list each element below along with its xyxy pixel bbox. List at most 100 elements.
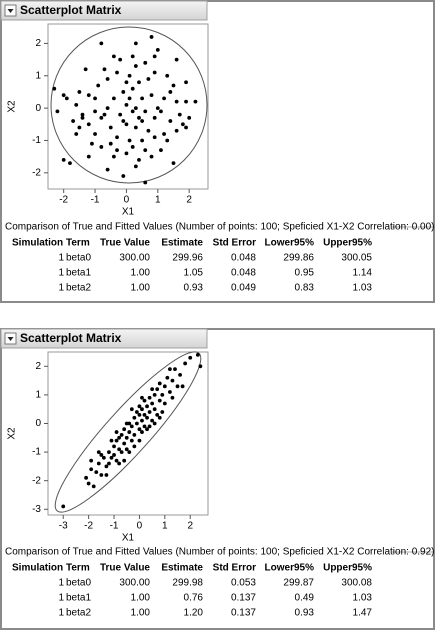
point [129,424,134,429]
point [99,41,104,46]
x-tick-label: 1 [155,195,161,206]
table-cell: 300.00 [119,253,150,264]
table-title: Comparison of True and Fitted Values (Nu… [5,547,434,558]
point [77,90,82,94]
point [102,112,107,117]
point [137,427,142,432]
point [152,421,157,426]
point [174,128,179,133]
table-cell: 0.95 [295,268,315,279]
column-header: Lower95% [265,238,315,249]
point [127,73,132,78]
point [105,106,110,111]
point [150,401,155,406]
point [112,453,116,457]
point [140,395,144,400]
point [177,112,182,117]
point [124,102,129,107]
panel-header[interactable] [0,328,208,349]
point [155,387,160,392]
table-cell: beta1 [66,268,91,279]
point [193,99,198,104]
point [108,125,113,130]
point [124,435,129,440]
point [162,96,166,101]
point [104,473,109,477]
point [74,132,79,136]
point [107,450,111,454]
point [165,375,170,380]
point [61,157,66,162]
point [94,470,99,475]
table-cell: beta1 [66,593,91,604]
table-cell: beta2 [66,608,91,619]
point [89,467,94,472]
plot-frame [47,23,209,190]
point [64,96,69,101]
point [114,430,119,434]
point [140,96,145,101]
y-tick-label: 0 [35,418,41,429]
x-tick-label: -1 [91,195,100,206]
point [122,458,127,463]
table-cell: 0.76 [184,593,204,604]
panel-header[interactable] [0,0,208,21]
point [86,481,91,486]
y-tick-label: -1 [32,135,41,146]
x-tick-label: 0 [137,521,143,532]
x-tick-label: -1 [110,521,119,532]
y-axis-label: X2 [7,427,18,440]
table-cell: 1 [58,283,64,294]
table-cell: 300.05 [341,253,372,264]
plot-frame [47,351,209,516]
point [142,424,147,429]
point [160,410,165,414]
point [96,83,101,88]
point [105,167,110,172]
point [80,115,85,120]
column-header: Std Error [213,238,256,249]
point [132,444,137,449]
point [159,109,163,114]
point [107,461,111,466]
table-cell: 0.93 [295,608,315,619]
x-tick-label: 1 [162,521,168,532]
point [122,427,127,432]
column-header: Std Error [213,563,256,574]
point [52,86,57,91]
point [119,450,124,454]
density-ellipse [50,26,208,184]
point [121,119,126,123]
point [91,484,96,489]
point [117,435,122,440]
point [124,447,129,452]
point [130,54,135,59]
table-cell: 1.20 [184,608,204,619]
point [147,410,152,414]
x-axis-label: X1 [122,207,135,218]
point [140,119,145,123]
point [152,407,157,412]
point [86,154,91,159]
point [137,413,142,417]
table-cell: 1.05 [184,268,204,279]
point [143,180,148,185]
table-cell: 1.00 [131,283,151,294]
point [140,138,145,143]
point [80,112,85,117]
disclosure-icon [7,337,14,341]
point [198,364,203,369]
point [111,96,116,101]
point [184,99,188,104]
point [124,151,129,156]
density-ellipse [54,351,202,513]
point [187,115,192,120]
point [155,47,160,52]
point [99,145,104,149]
point [142,413,147,417]
point [108,141,113,146]
point [133,125,138,130]
y-tick-label: 0 [35,103,41,114]
table-title: Comparison of True and Fitted Values (Nu… [5,222,434,233]
